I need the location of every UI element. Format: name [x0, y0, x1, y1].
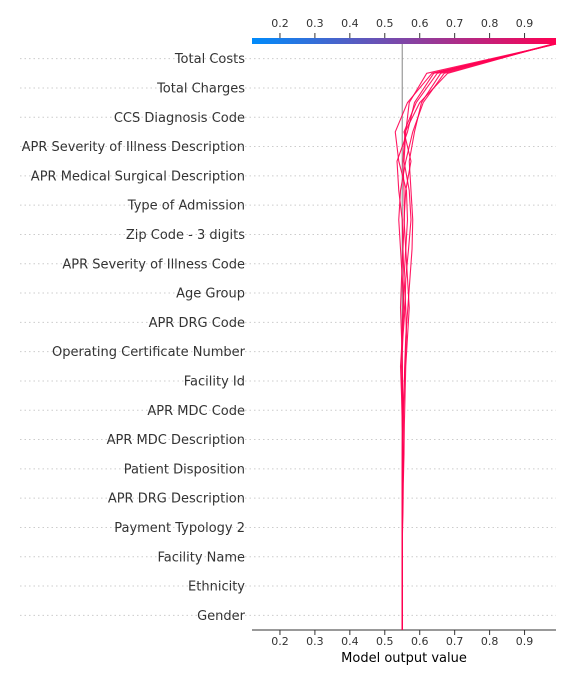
feature-label: APR MDC Description [107, 433, 245, 448]
top-tick-label: 0.6 [411, 17, 429, 30]
decision-line-1 [401, 43, 557, 630]
colorbar [252, 38, 556, 44]
feature-label: Total Costs [174, 52, 245, 67]
bottom-tick-label: 0.6 [411, 635, 429, 648]
x-axes: 0.2 0.2 0.3 0.3 0.4 0.4 0.5 0.5 0.6 0.6 0.7 0.7 0.8 0… [252, 17, 556, 648]
x-axis-title: Model output value [341, 651, 467, 666]
top-tick-label: 0.9 [516, 17, 534, 30]
decision-line-7 [396, 43, 557, 630]
feature-label: APR Medical Surgical Description [31, 169, 245, 184]
top-tick-label: 0.3 [306, 17, 324, 30]
feature-label: Patient Disposition [124, 462, 245, 477]
feature-label: Operating Certificate Number [52, 345, 246, 360]
feature-label: Age Group [176, 287, 245, 302]
feature-label: Type of Admission [127, 199, 245, 214]
feature-label: Ethnicity [188, 580, 245, 595]
feature-label: APR DRG Code [149, 316, 245, 331]
bottom-tick-label: 0.8 [481, 635, 499, 648]
decision-line-3 [401, 43, 553, 630]
decision-line-2 [398, 43, 555, 630]
feature-label: CCS Diagnosis Code [114, 111, 245, 126]
feature-label: APR MDC Code [147, 404, 245, 419]
bottom-tick-label: 0.3 [306, 635, 324, 648]
bottom-tick-label: 0.4 [341, 635, 359, 648]
feature-label: Facility Id [184, 374, 245, 389]
top-tick-label: 0.2 [271, 17, 289, 30]
top-tick-label: 0.7 [446, 17, 464, 30]
bottom-tick-label: 0.5 [376, 635, 394, 648]
decision-lines [394, 43, 557, 630]
gridlines [20, 58, 556, 616]
feature-label: Payment Typology 2 [114, 521, 245, 536]
feature-label: Total Charges [156, 81, 245, 96]
top-tick-label: 0.4 [341, 17, 359, 30]
top-tick-label: 0.5 [376, 17, 394, 30]
feature-label: Facility Name [157, 550, 245, 565]
decision-line-5 [394, 43, 557, 630]
bottom-tick-label: 0.2 [271, 635, 289, 648]
decision-line-6 [400, 43, 557, 630]
feature-label: APR Severity of Illness Description [22, 140, 245, 155]
feature-labels: Total Costs Total Charges CCS Diagnosis Co… [22, 52, 246, 624]
feature-label: Zip Code - 3 digits [126, 228, 245, 243]
feature-label: APR DRG Description [108, 492, 245, 507]
feature-label: APR Severity of Illness Code [62, 257, 245, 272]
top-tick-label: 0.8 [481, 17, 499, 30]
feature-label: Gender [197, 609, 246, 624]
decision-line-4 [399, 43, 553, 630]
bottom-tick-label: 0.9 [516, 635, 534, 648]
bottom-tick-label: 0.7 [446, 635, 464, 648]
